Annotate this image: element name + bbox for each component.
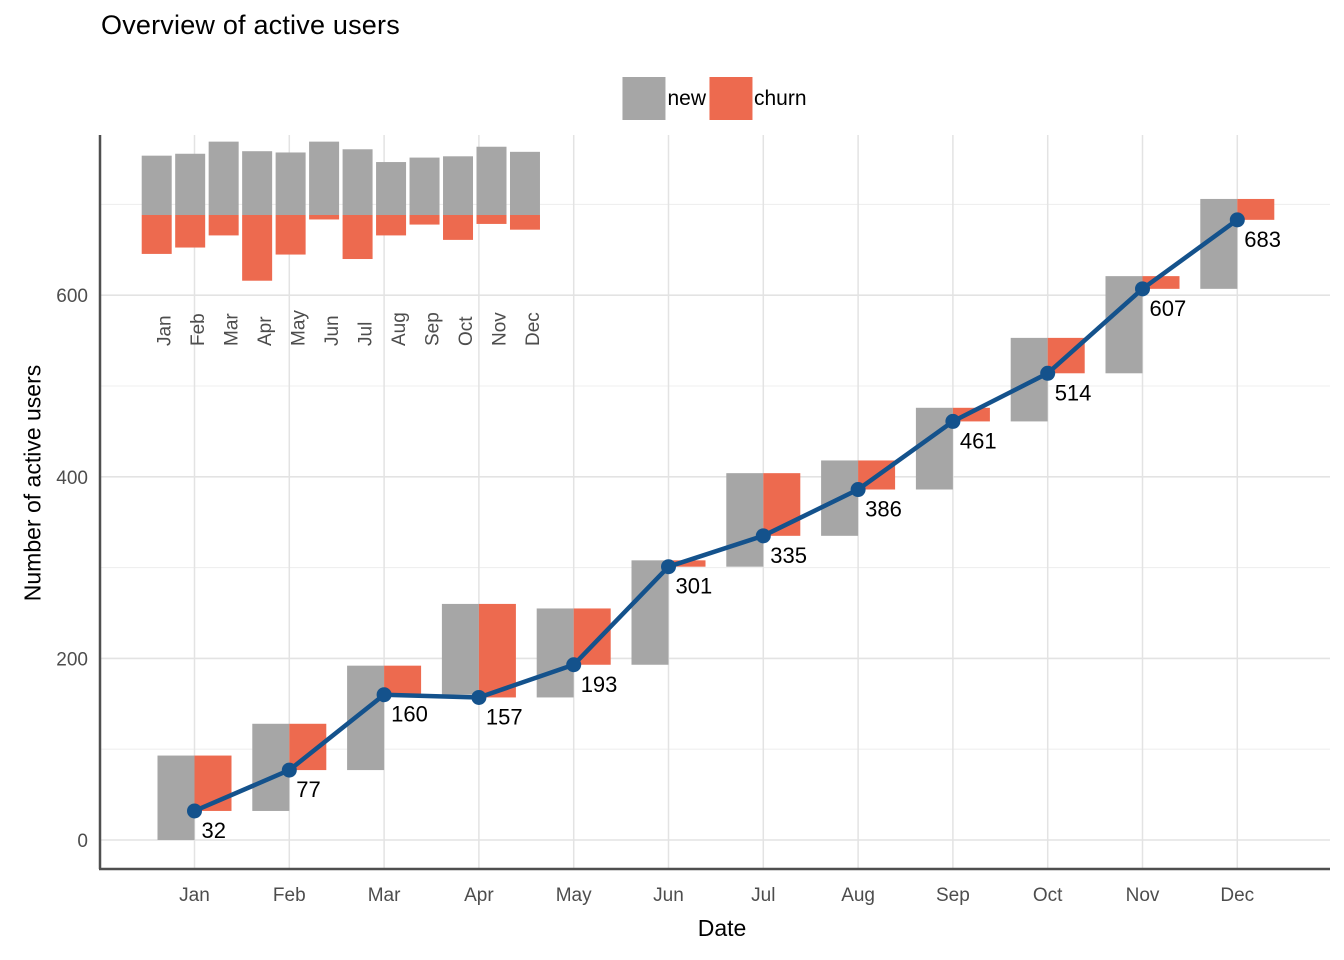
inset-month-label: Jul (356, 322, 377, 346)
page-title: Overview of active users (101, 10, 400, 40)
inset-churn-bar (208, 215, 239, 236)
legend-swatch-new (622, 77, 666, 120)
new-bar (441, 603, 479, 695)
point-value-label: 32 (202, 818, 226, 843)
point-value-label: 386 (865, 497, 902, 522)
x-tick-label: Apr (464, 885, 494, 906)
y-tick-label: 400 (56, 468, 88, 489)
point-value-label: 157 (486, 704, 523, 729)
inset-new-bar (443, 156, 474, 215)
inset-month-label: Mar (222, 313, 243, 346)
data-point (1040, 365, 1056, 381)
data-point (945, 413, 961, 429)
x-tick-label: Jul (751, 885, 775, 906)
x-tick-label: Aug (841, 885, 875, 906)
inset-churn-bar (175, 215, 206, 248)
inset-churn-bar (309, 215, 340, 220)
inset-new-bar (175, 153, 206, 215)
new-bar (536, 608, 574, 698)
inset-month-label: Feb (188, 313, 209, 346)
y-tick-label: 0 (77, 831, 88, 852)
inset-month-label: May (289, 310, 310, 346)
inset-new-bar (208, 141, 239, 215)
churn-bar (478, 603, 516, 698)
churn-bar (1142, 276, 1180, 289)
churn-bar (668, 560, 706, 567)
active-users-line (192, 217, 1240, 814)
point-value-label: 77 (296, 777, 320, 802)
inset-new-bar (141, 155, 172, 215)
inset-month-label: Oct (456, 316, 477, 346)
inset-month-label: Dec (523, 312, 544, 346)
inset-new-bar (242, 151, 273, 215)
y-tick-label: 200 (56, 649, 88, 670)
inset-month-label: Apr (255, 316, 276, 346)
inset-churn-bar (376, 215, 407, 236)
x-tick-label: Jun (653, 885, 684, 906)
point-value-label: 193 (581, 672, 618, 697)
legend: new churn (622, 77, 807, 120)
inset-new-bar (509, 151, 540, 215)
x-tick-label: Jan (179, 885, 210, 906)
point-value-label: 160 (391, 702, 428, 727)
churn-bar (384, 665, 422, 695)
data-point (566, 657, 582, 673)
x-tick-label: Nov (1126, 885, 1160, 906)
data-point (376, 687, 392, 703)
inset-month-label: Jun (322, 315, 343, 346)
point-value-label: 683 (1244, 227, 1281, 252)
inset-new-bar (376, 162, 407, 215)
inset-churn-bar (242, 215, 273, 281)
new-bar (157, 755, 195, 840)
point-value-label: 461 (960, 428, 997, 453)
point-value-label: 301 (676, 574, 713, 599)
data-point (1135, 281, 1150, 297)
point-value-label: 514 (1055, 380, 1092, 405)
x-tick-label: Feb (273, 885, 306, 906)
data-point (471, 689, 487, 705)
new-bar (1010, 337, 1048, 422)
point-value-label: 335 (770, 543, 807, 568)
data-point (755, 528, 771, 544)
data-point (661, 559, 676, 575)
x-tick-label: Sep (936, 885, 970, 906)
point-value-label: 607 (1150, 296, 1187, 321)
x-tick-label: Oct (1033, 885, 1063, 906)
x-tick-label: Mar (368, 885, 401, 906)
inset-new-bar (275, 152, 306, 215)
inset-new-bar (476, 146, 507, 215)
inset-churn-bar (443, 215, 474, 240)
data-point (281, 762, 297, 778)
x-tick-label: May (556, 885, 592, 906)
data-point (850, 482, 866, 498)
inset-churn-bar (509, 215, 540, 230)
y-tick-label: 600 (56, 286, 88, 307)
inset-month-label: Nov (490, 312, 511, 346)
data-point (187, 803, 202, 819)
inset-churn-bar (476, 215, 507, 224)
inset-churn-bar (409, 215, 440, 225)
new-bar (631, 560, 669, 665)
inset-churn-bar (342, 215, 373, 260)
inset-month-label: Sep (423, 312, 444, 346)
legend-label-churn: churn (754, 86, 807, 110)
new-bar (726, 473, 764, 567)
data-point (1229, 212, 1245, 228)
legend-swatch-churn (709, 77, 752, 120)
legend-label-new: new (667, 86, 706, 110)
inset-churn-bar (141, 215, 172, 254)
x-tick-label: Dec (1220, 885, 1254, 906)
inset-month-label: Jan (155, 315, 176, 346)
inset-new-bar (342, 149, 373, 215)
inset-new-bar (309, 141, 340, 215)
inset-month-label: Aug (389, 312, 410, 346)
inset-churn-bar (275, 215, 306, 255)
inset-new-bar (409, 157, 440, 215)
churn-bar (1237, 198, 1275, 220)
x-axis-title: Date (697, 915, 747, 941)
y-axis-title: Number of active users (19, 364, 46, 602)
